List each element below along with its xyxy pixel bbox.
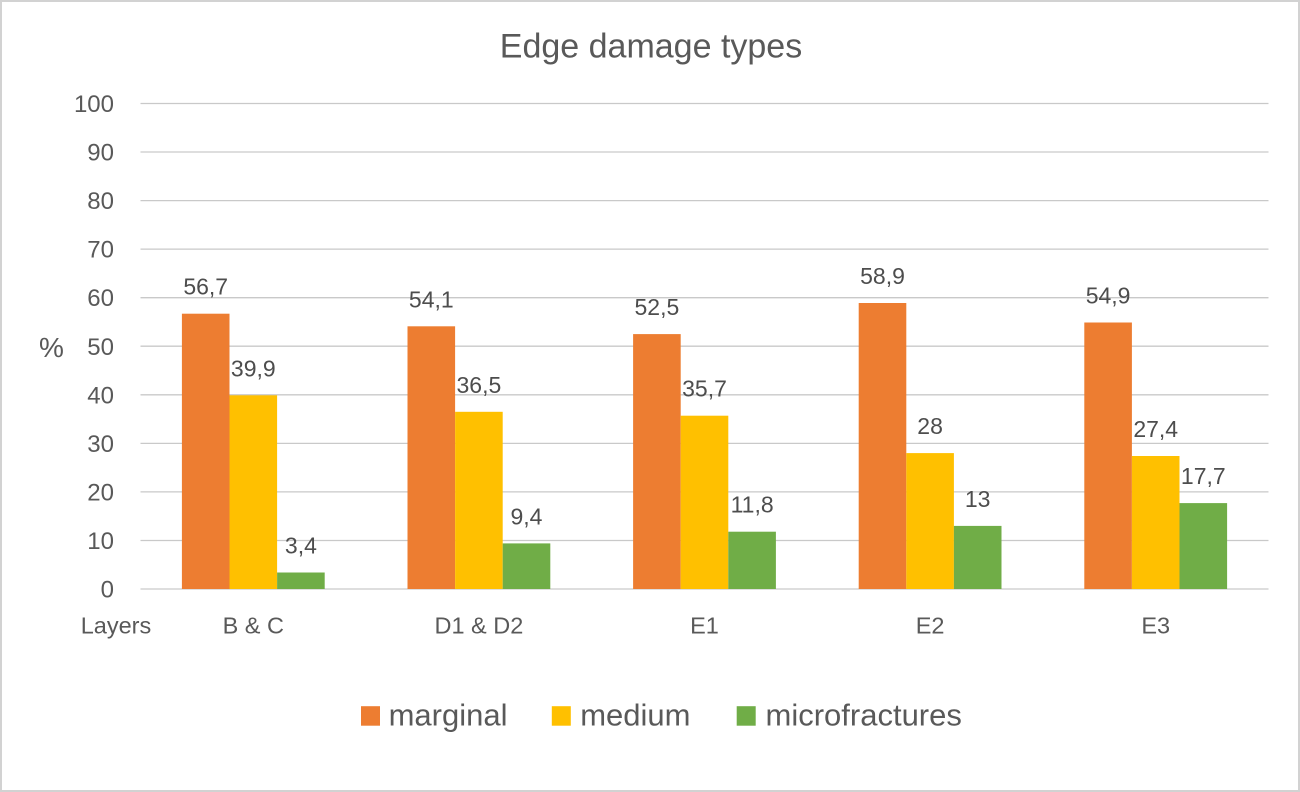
svg-text:B & C: B & C bbox=[223, 613, 284, 639]
svg-text:52,5: 52,5 bbox=[635, 294, 680, 320]
svg-text:40: 40 bbox=[87, 382, 114, 409]
svg-text:80: 80 bbox=[87, 188, 114, 215]
svg-text:11,8: 11,8 bbox=[731, 492, 774, 518]
svg-text:27,4: 27,4 bbox=[1133, 416, 1178, 442]
svg-text:58,9: 58,9 bbox=[860, 263, 905, 289]
svg-text:28: 28 bbox=[917, 413, 943, 439]
svg-text:E1: E1 bbox=[690, 613, 719, 639]
svg-text:56,7: 56,7 bbox=[183, 274, 228, 300]
svg-text:50: 50 bbox=[87, 334, 114, 361]
svg-text:E2: E2 bbox=[916, 613, 945, 639]
svg-text:3,4: 3,4 bbox=[285, 533, 317, 559]
svg-text:microfractures: microfractures bbox=[766, 698, 962, 733]
svg-text:35,7: 35,7 bbox=[682, 376, 727, 402]
svg-text:54,9: 54,9 bbox=[1086, 283, 1131, 309]
svg-text:54,1: 54,1 bbox=[409, 286, 454, 312]
svg-text:D1 & D2: D1 & D2 bbox=[434, 613, 523, 639]
svg-text:90: 90 bbox=[87, 140, 114, 167]
svg-text:Edge damage types: Edge damage types bbox=[500, 28, 802, 66]
svg-text:39,9: 39,9 bbox=[231, 355, 276, 381]
svg-text:70: 70 bbox=[87, 237, 114, 264]
svg-text:medium: medium bbox=[580, 698, 690, 733]
svg-text:9,4: 9,4 bbox=[511, 503, 543, 529]
svg-text:E3: E3 bbox=[1141, 613, 1170, 639]
svg-text:13: 13 bbox=[965, 486, 991, 512]
svg-text:36,5: 36,5 bbox=[457, 372, 502, 398]
svg-text:17,7: 17,7 bbox=[1181, 463, 1226, 489]
svg-text:marginal: marginal bbox=[389, 698, 508, 733]
svg-text:20: 20 bbox=[87, 479, 114, 506]
svg-text:30: 30 bbox=[87, 431, 114, 458]
svg-text:100: 100 bbox=[74, 91, 114, 118]
svg-text:Layers: Layers bbox=[81, 613, 152, 639]
svg-text:%: % bbox=[39, 332, 64, 363]
svg-text:60: 60 bbox=[87, 285, 114, 312]
svg-text:0: 0 bbox=[101, 577, 114, 604]
svg-text:10: 10 bbox=[87, 528, 114, 555]
